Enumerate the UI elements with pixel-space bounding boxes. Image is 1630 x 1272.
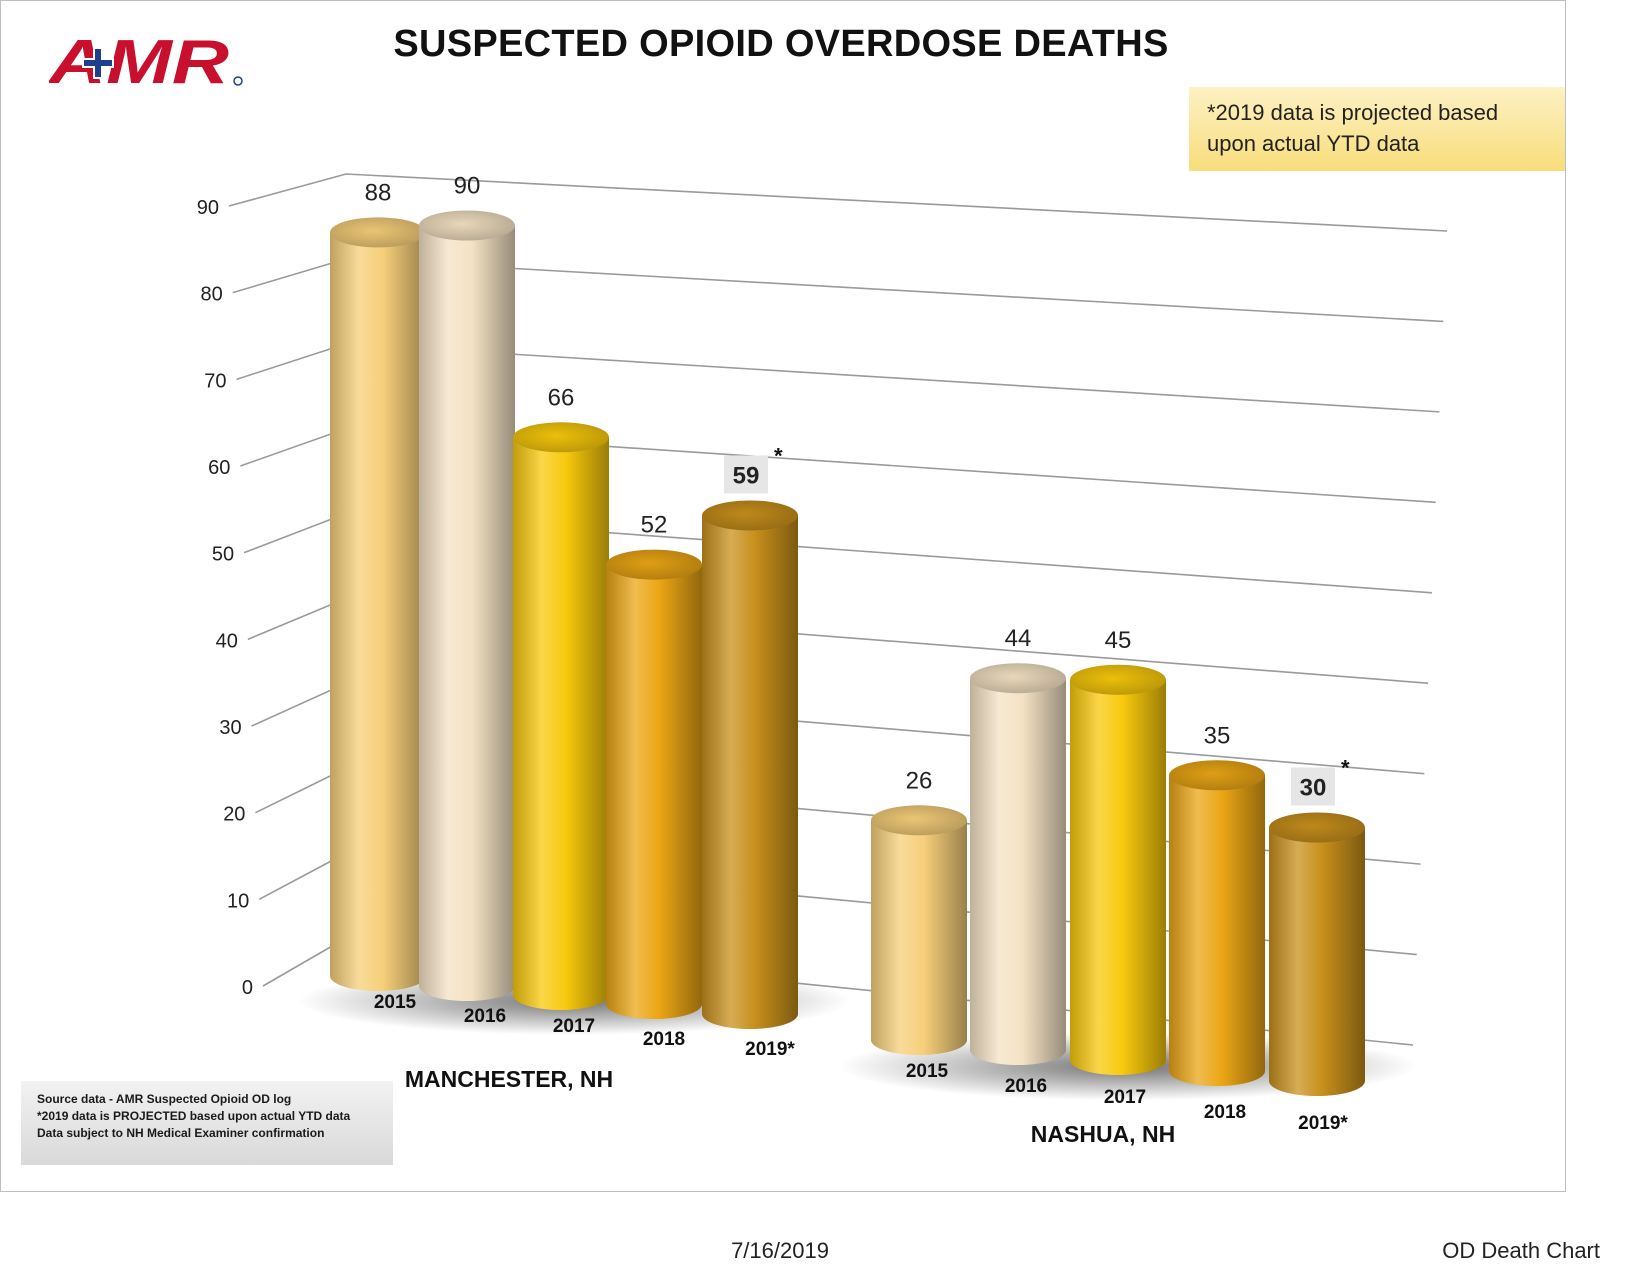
projection-note: *2019 data is projected based upon actua…: [1189, 87, 1565, 171]
value-label: 26: [906, 767, 933, 794]
bar: [1169, 775, 1265, 1086]
bar: [1070, 679, 1166, 1075]
group-label: MANCHESTER, NH: [405, 1066, 613, 1092]
bar: [970, 678, 1066, 1065]
slide-frame: AMR SUSPECTED OPIOID OVERDOSE DEATHS *20…: [0, 0, 1566, 1192]
source-note-line: Data subject to NH Medical Examiner conf…: [37, 1126, 325, 1140]
y-tick-label: 40: [216, 630, 238, 652]
amr-logo: AMR: [49, 29, 243, 91]
bar-top: [1269, 812, 1365, 843]
bar-top: [606, 549, 702, 580]
value-label: 88: [365, 179, 392, 206]
category-label: 2019*: [1298, 1113, 1348, 1134]
footer-name: OD Death Chart: [1442, 1238, 1600, 1263]
value-label: 44: [1005, 625, 1032, 652]
value-label-box: [1291, 767, 1335, 806]
y-tick-label: 80: [201, 284, 223, 306]
value-label: 30: [1300, 775, 1327, 802]
category-label: 2018: [1204, 1102, 1246, 1123]
value-label: 59: [733, 462, 760, 489]
source-note-line: Source data - AMR Suspected Opioid OD lo…: [37, 1092, 292, 1106]
bar: [330, 232, 426, 991]
category-label: 2016: [464, 1006, 506, 1027]
y-tick-label: 20: [223, 804, 245, 826]
y-tick-label: 70: [204, 370, 226, 392]
value-label: 45: [1105, 627, 1132, 654]
value-label: 52: [641, 512, 668, 539]
y-tick-label: 30: [219, 717, 241, 739]
category-label: 2017: [553, 1016, 595, 1037]
value-label-box: [724, 455, 768, 494]
gridline: [228, 173, 1448, 232]
bar-top: [1070, 664, 1166, 695]
bar-top: [330, 217, 426, 248]
bar: [702, 515, 798, 1029]
y-tick-label: 10: [227, 890, 249, 912]
y-tick-label: 50: [212, 544, 234, 566]
value-label: 90: [454, 173, 481, 200]
bar: [419, 225, 515, 1001]
bar-top: [702, 500, 798, 531]
bar-top: [970, 663, 1066, 694]
chart-title: SUSPECTED OPIOID OVERDOSE DEATHS: [393, 23, 1169, 65]
bar: [513, 437, 609, 1010]
projected-marker: *: [1341, 756, 1350, 781]
source-note-line: *2019 data is PROJECTED based upon actua…: [37, 1109, 351, 1123]
category-label: 2015: [906, 1061, 949, 1082]
projected-marker: *: [774, 443, 783, 468]
chart-area: 0 10 20 30 40 50 60 70 80 90 88 2015 90 2016 66 2017 52 2…: [197, 173, 1448, 1147]
category-label: 2019*: [745, 1039, 795, 1060]
projection-note-line: *2019 data is projected based: [1207, 100, 1499, 125]
bar-top: [419, 210, 515, 241]
bar-top: [513, 422, 609, 453]
category-label: 2016: [1005, 1076, 1047, 1097]
category-label: 2017: [1104, 1087, 1146, 1108]
svg-text:AMR: AMR: [49, 29, 229, 91]
source-notes: Source data - AMR Suspected Opioid OD lo…: [21, 1081, 393, 1165]
bar-group: 26 2015 44 2016 45 2017 35 2018 * 30 2019* NASHUA, …: [839, 625, 1417, 1147]
projection-note-line: upon actual YTD data: [1207, 131, 1420, 156]
y-tick-label: 90: [197, 197, 219, 219]
bar: [606, 564, 702, 1019]
footer-date: 7/16/2019: [731, 1238, 829, 1263]
category-label: 2015: [374, 992, 417, 1013]
category-label: 2018: [643, 1029, 685, 1050]
bar-top: [871, 805, 967, 836]
bar: [871, 820, 967, 1055]
bar: [1269, 827, 1365, 1096]
y-tick-label: 0: [242, 977, 253, 999]
group-label: NASHUA, NH: [1031, 1121, 1175, 1147]
value-label: 35: [1204, 722, 1231, 749]
y-tick-label: 60: [208, 457, 230, 479]
bar-top: [1169, 760, 1265, 791]
value-label: 66: [548, 384, 575, 411]
bar-group: 88 2015 90 2016 66 2017 52 2018 * 59 2019* MANCHEST…: [298, 173, 850, 1092]
